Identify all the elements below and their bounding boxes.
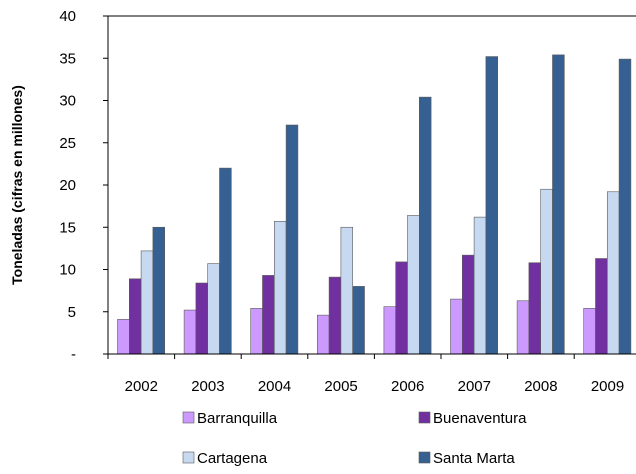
x-tick-label: 2008 bbox=[524, 378, 557, 395]
bar-santa-marta-2008 bbox=[552, 54, 565, 355]
bar-cartagena-2007 bbox=[473, 216, 487, 355]
bar-santa-marta-2006 bbox=[418, 96, 432, 355]
bar-buenaventura-2004 bbox=[262, 275, 275, 355]
bar-buenaventura-2007 bbox=[461, 254, 475, 355]
y-tick-label: 20 bbox=[59, 177, 76, 194]
bar-cartagena-2006 bbox=[407, 215, 420, 355]
x-tick-label: 2004 bbox=[258, 378, 291, 395]
bar-barranquilla-2003 bbox=[183, 309, 197, 355]
y-tick-label: 40 bbox=[59, 8, 76, 25]
x-tick-label: 2007 bbox=[458, 378, 491, 395]
plot-area bbox=[117, 54, 632, 355]
bar-cartagena-2002 bbox=[140, 250, 154, 355]
bar-cartagena-2008 bbox=[540, 188, 553, 355]
y-tick-label: 35 bbox=[59, 50, 76, 67]
legend-label: Cartagena bbox=[197, 450, 268, 467]
bar-barranquilla-2009 bbox=[583, 308, 596, 355]
bar-santa-marta-2002 bbox=[152, 226, 165, 355]
legend-swatch bbox=[418, 411, 431, 424]
legend-label: Buenaventura bbox=[433, 410, 527, 427]
y-tick-label: 25 bbox=[59, 135, 76, 152]
bar-santa-marta-2009 bbox=[618, 58, 632, 355]
bar-santa-marta-2007 bbox=[485, 56, 498, 355]
bar-barranquilla-2005 bbox=[316, 314, 330, 355]
bar-cartagena-2003 bbox=[207, 263, 220, 355]
bar-cartagena-2009 bbox=[606, 191, 620, 355]
y-axis-title: Toneladas (cifras en millones) bbox=[9, 85, 25, 285]
legend-swatch bbox=[418, 451, 431, 464]
bar-cartagena-2005 bbox=[340, 226, 353, 355]
x-tick-label: 2009 bbox=[591, 378, 624, 395]
bar-barranquilla-2002 bbox=[117, 319, 130, 355]
y-tick-label: 5 bbox=[68, 304, 76, 321]
bar-barranquilla-2007 bbox=[450, 298, 463, 355]
bar-barranquilla-2004 bbox=[250, 308, 263, 355]
bar-barranquilla-2008 bbox=[516, 300, 530, 355]
bar-buenaventura-2009 bbox=[595, 258, 608, 355]
x-axis: 2002 2003 2004 2005 2006 2007 2008 2009 bbox=[107, 354, 624, 395]
bar-barranquilla-2006 bbox=[383, 306, 396, 355]
legend-label: Barranquilla bbox=[197, 410, 278, 427]
bar-buenaventura-2002 bbox=[129, 278, 142, 355]
x-tick-label: 2002 bbox=[125, 378, 158, 395]
y-tick-label: - bbox=[71, 346, 76, 363]
legend-label: Santa Marta bbox=[433, 450, 515, 467]
y-tick-label: 30 bbox=[59, 93, 76, 110]
bar-buenaventura-2005 bbox=[328, 276, 342, 355]
legend-swatch bbox=[182, 451, 195, 464]
bar-buenaventura-2008 bbox=[528, 262, 542, 355]
legend: Barranquilla Buenaventura Cartagena Santa M… bbox=[182, 410, 527, 467]
bar-cartagena-2004 bbox=[273, 221, 287, 355]
x-tick-label: 2003 bbox=[191, 378, 224, 395]
y-tick-label: 15 bbox=[59, 219, 76, 236]
bar-buenaventura-2006 bbox=[395, 261, 408, 355]
bar-santa-marta-2005 bbox=[352, 286, 365, 355]
y-tick-label: 10 bbox=[59, 262, 76, 279]
bar-santa-marta-2004 bbox=[285, 124, 299, 355]
x-tick-label: 2005 bbox=[324, 378, 357, 395]
y-axis: - 5 10 15 20 25 30 35 40 bbox=[59, 8, 108, 363]
bar-buenaventura-2003 bbox=[195, 282, 208, 355]
legend-swatch bbox=[182, 411, 195, 424]
x-tick-label: 2006 bbox=[391, 378, 424, 395]
bar-santa-marta-2003 bbox=[219, 167, 232, 355]
